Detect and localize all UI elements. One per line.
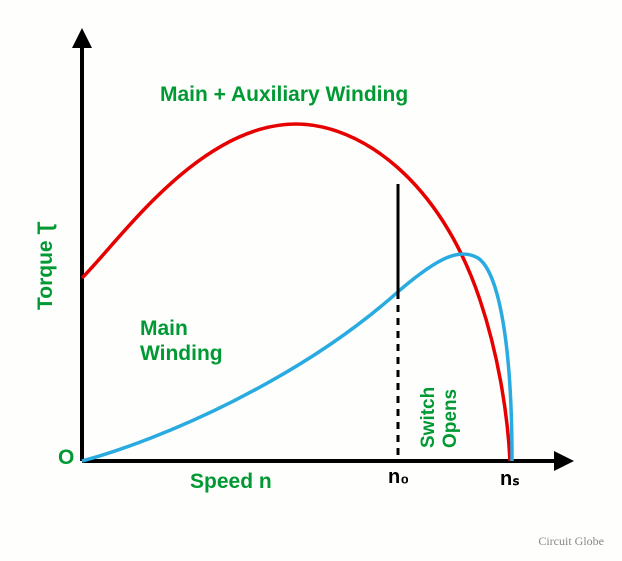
curve2-label-line1: Main [140,317,188,340]
torque-speed-chart: Torque Ʈ Speed n O n₀ nₛ Main + Auxiliar… [0,0,622,561]
tick-ns: nₛ [500,466,520,491]
x-axis-label: Speed n [190,470,272,494]
switch-label-1: Switch [418,387,440,448]
origin-label: O [58,446,74,470]
y-axis-label: Torque Ʈ [34,222,58,310]
switch-label-2: Opens [440,389,462,448]
tick-n0: n₀ [388,466,409,489]
curve2-label-line2: Winding [140,342,223,365]
curve2-label: Main Winding [140,316,223,366]
watermark: Circuit Globe [538,534,604,549]
curve1-label: Main + Auxiliary Winding [160,82,408,107]
